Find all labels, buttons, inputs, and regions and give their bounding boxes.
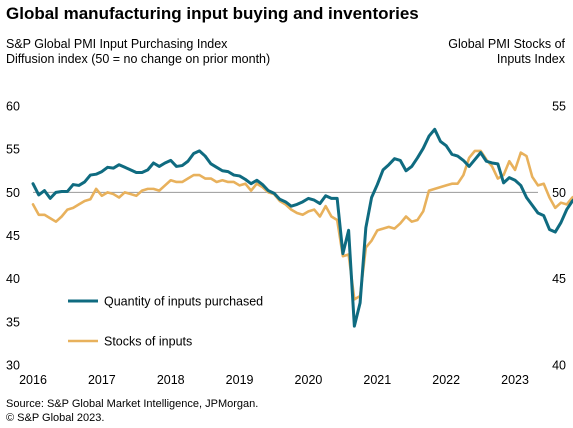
left-axis-label-line-1: S&P Global PMI Input Purchasing Index — [6, 37, 228, 51]
left-tick-label: 35 — [6, 315, 20, 329]
left-tick-label: 60 — [6, 100, 20, 114]
legend: Quantity of inputs purchased Stocks of in… — [68, 295, 263, 349]
chart-title: Global manufacturing input buying and in… — [6, 4, 419, 23]
left-tick-label: 40 — [6, 272, 20, 286]
source-note: Source: S&P Global Market Intelligence, … — [6, 398, 259, 410]
x-tick-label: 2019 — [226, 373, 254, 387]
left-axis-ticks: 30 35 40 45 50 55 60 — [6, 100, 20, 373]
right-tick-label: 50 — [552, 186, 566, 200]
x-axis-ticks: 2016 2017 2018 2019 2020 2021 2022 2023 — [19, 373, 529, 387]
right-tick-label: 40 — [552, 359, 566, 373]
x-tick-label: 2023 — [501, 373, 529, 387]
right-tick-label: 45 — [552, 272, 566, 286]
legend-label-stocks: Stocks of inputs — [104, 335, 192, 349]
left-tick-label: 45 — [6, 229, 20, 243]
left-tick-label: 50 — [6, 186, 20, 200]
series-line-stocks — [31, 149, 573, 301]
right-axis-label-line-1: Global PMI Stocks of — [448, 37, 565, 51]
series-layer — [31, 127, 573, 328]
x-tick-label: 2022 — [432, 373, 460, 387]
x-tick-label: 2020 — [295, 373, 323, 387]
right-axis-ticks: 40 45 50 55 — [552, 100, 566, 373]
x-tick-label: 2018 — [157, 373, 185, 387]
series-line-purchases — [31, 127, 573, 328]
x-tick-label: 2016 — [19, 373, 47, 387]
x-tick-label: 2021 — [363, 373, 391, 387]
x-tick-label: 2017 — [88, 373, 116, 387]
left-axis-label-line-2: Diffusion index (50 = no change on prior… — [6, 52, 271, 66]
right-axis-label-line-2: Inputs Index — [496, 52, 565, 66]
copyright-note: © S&P Global 2023. — [6, 412, 105, 424]
left-tick-label: 30 — [6, 359, 20, 373]
legend-label-purchases: Quantity of inputs purchased — [104, 295, 263, 309]
left-tick-label: 55 — [6, 143, 20, 157]
right-tick-label: 55 — [552, 100, 566, 114]
